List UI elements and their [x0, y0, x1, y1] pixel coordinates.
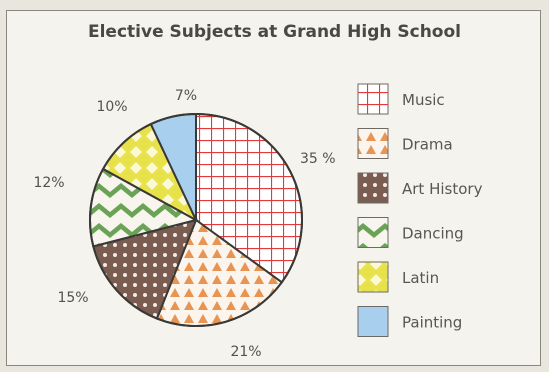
- legend-swatch-art-history: [357, 172, 389, 204]
- chart-title: Elective Subjects at Grand High School: [87, 22, 461, 42]
- legend-swatch-latin: [357, 261, 389, 293]
- legend-label-painting: Painting: [402, 314, 462, 332]
- legend-label-latin: Latin: [402, 269, 439, 287]
- slice-label-art-history: 15%: [57, 290, 88, 306]
- slice-label-drama: 21%: [230, 344, 261, 360]
- legend-label-art-history: Art History: [402, 180, 483, 198]
- pie-outline: [89, 113, 303, 327]
- legend-swatch-music: [357, 83, 389, 115]
- legend-swatch-drama: [357, 128, 389, 159]
- slice-label-painting: 7%: [175, 88, 197, 104]
- legend-swatch-dancing: [357, 217, 389, 248]
- slice-label-latin: 10%: [96, 99, 127, 115]
- legend-label-drama: Drama: [402, 136, 453, 154]
- slice-label-dancing: 12%: [33, 175, 64, 191]
- legend-swatch-painting: [357, 306, 389, 337]
- slice-label-music: 35 %: [300, 151, 336, 167]
- legend-label-music: Music: [402, 91, 445, 109]
- legend-label-dancing: Dancing: [402, 225, 464, 243]
